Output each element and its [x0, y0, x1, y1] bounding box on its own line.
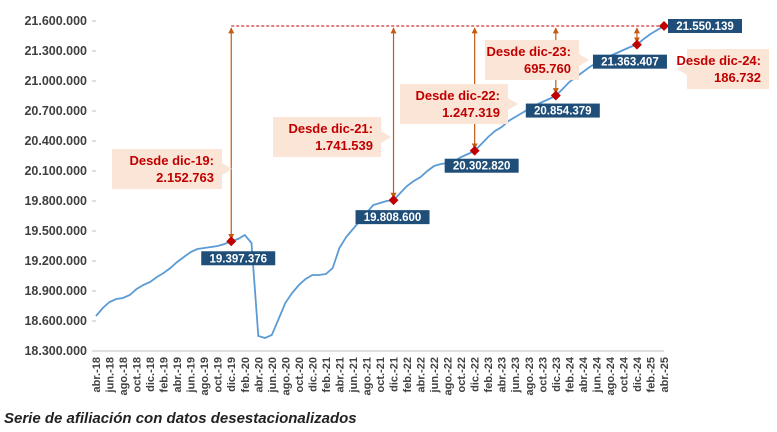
y-tick-label: 19.200.000 — [24, 254, 87, 268]
callout-value: 2.152.763 — [156, 170, 214, 185]
y-tick-label: 21.000.000 — [24, 74, 87, 88]
callout-box — [400, 84, 518, 124]
x-tick-label: dic.-18 — [145, 357, 157, 392]
x-tick-label: abr.-24 — [578, 356, 590, 392]
x-tick-label: ago.-21 — [361, 357, 373, 396]
x-tick-label: dic.-21 — [389, 357, 401, 392]
x-tick-label: feb.-19 — [159, 357, 171, 392]
callout-title: Desde dic-24: — [676, 53, 761, 68]
x-tick-label: abr.-19 — [172, 357, 184, 392]
callout-title: Desde dic-21: — [288, 121, 373, 136]
data-point-marker — [469, 145, 480, 156]
x-tick-label: oct.-18 — [132, 357, 144, 392]
value-label-box — [668, 18, 742, 33]
callout-title: Desde dic-22: — [415, 88, 500, 103]
x-tick-label: abr.-18 — [91, 357, 103, 392]
callout-title: Desde dic-23: — [486, 44, 571, 59]
x-tick-label: oct.-19 — [213, 357, 225, 392]
y-tick-label: 19.800.000 — [24, 194, 87, 208]
x-tick-label: ago.-18 — [118, 357, 130, 396]
y-tick-label: 18.300.000 — [24, 344, 87, 358]
y-tick-label: 20.100.000 — [24, 164, 87, 178]
value-label: 20.854.379 — [534, 106, 592, 118]
data-point-marker — [388, 195, 399, 206]
value-label-box — [444, 158, 519, 173]
y-tick-label: 20.400.000 — [24, 134, 87, 148]
x-tick-label: feb.-23 — [483, 357, 495, 392]
chart-caption: Serie de afiliación con datos desestacio… — [4, 410, 357, 427]
x-tick-label: jun.-18 — [105, 357, 117, 393]
callout-value: 1.247.319 — [442, 105, 500, 120]
value-label: 21.363.407 — [601, 57, 659, 69]
y-tick-label: 18.900.000 — [24, 284, 87, 298]
x-tick-label: jun.-21 — [348, 357, 360, 393]
value-label-box — [525, 103, 600, 118]
callout-box — [112, 149, 232, 189]
y-tick-label: 21.600.000 — [24, 14, 87, 28]
x-tick-label: dic.-20 — [307, 357, 319, 392]
x-tick-label: oct.-21 — [375, 357, 387, 392]
x-tick-label: abr.-23 — [497, 357, 509, 392]
x-tick-label: dic.-19 — [226, 357, 238, 392]
data-point-marker — [632, 39, 642, 50]
value-label: 19.397.376 — [209, 253, 267, 265]
x-tick-label: ago.-19 — [199, 357, 211, 396]
x-tick-label: oct.-24 — [618, 356, 630, 392]
callout-box — [273, 117, 391, 157]
x-tick-label: ago.-20 — [280, 357, 292, 396]
x-tick-label: dic.-24 — [632, 356, 644, 392]
x-tick-label: jun.-24 — [591, 356, 603, 393]
x-tick-label: jun.-20 — [267, 357, 279, 393]
value-label-box — [592, 54, 667, 69]
x-tick-label: feb.-21 — [321, 357, 333, 392]
x-tick-label: feb.-20 — [240, 357, 252, 392]
x-tick-label: ago.-22 — [443, 357, 455, 396]
x-tick-label: feb.-24 — [564, 356, 576, 392]
callout-value: 695.760 — [524, 61, 571, 76]
data-point-marker — [659, 21, 669, 31]
data-point-marker — [550, 90, 561, 101]
x-tick-label: feb.-22 — [402, 357, 414, 392]
x-tick-label: oct.-20 — [294, 357, 306, 392]
y-tick-label: 20.700.000 — [24, 104, 87, 118]
callout-box — [485, 40, 589, 80]
value-label: 21.550.139 — [676, 21, 734, 33]
value-label: 20.302.820 — [453, 161, 511, 173]
x-tick-label: abr.-20 — [253, 357, 265, 392]
x-tick-label: feb.-25 — [645, 357, 657, 392]
value-label-box — [355, 210, 430, 225]
callout-value: 1.741.539 — [315, 138, 373, 153]
x-tick-label: ago.-23 — [524, 357, 536, 396]
y-tick-label: 18.600.000 — [24, 314, 87, 328]
x-tick-label: oct.-22 — [456, 357, 468, 392]
x-tick-label: abr.-25 — [659, 357, 671, 392]
value-label: 19.808.600 — [364, 212, 422, 224]
callout-box — [677, 49, 769, 89]
data-point-marker — [226, 236, 237, 247]
y-tick-label: 19.500.000 — [24, 224, 87, 238]
callout-title: Desde dic-19: — [129, 153, 214, 168]
callout-value: 186.732 — [714, 70, 761, 85]
value-label-box — [201, 251, 276, 266]
x-tick-label: jun.-19 — [186, 357, 198, 393]
x-tick-label: abr.-21 — [334, 357, 346, 392]
x-tick-label: jun.-23 — [510, 357, 522, 393]
x-tick-label: oct.-23 — [537, 357, 549, 392]
x-tick-label: ago.-24 — [605, 356, 617, 395]
x-tick-label: jun.-22 — [429, 357, 441, 393]
x-tick-label: dic.-22 — [470, 357, 482, 392]
x-tick-label: abr.-22 — [416, 357, 428, 392]
x-tick-label: dic.-23 — [551, 357, 563, 392]
series-line — [95, 25, 665, 339]
y-tick-label: 21.300.000 — [24, 44, 87, 58]
